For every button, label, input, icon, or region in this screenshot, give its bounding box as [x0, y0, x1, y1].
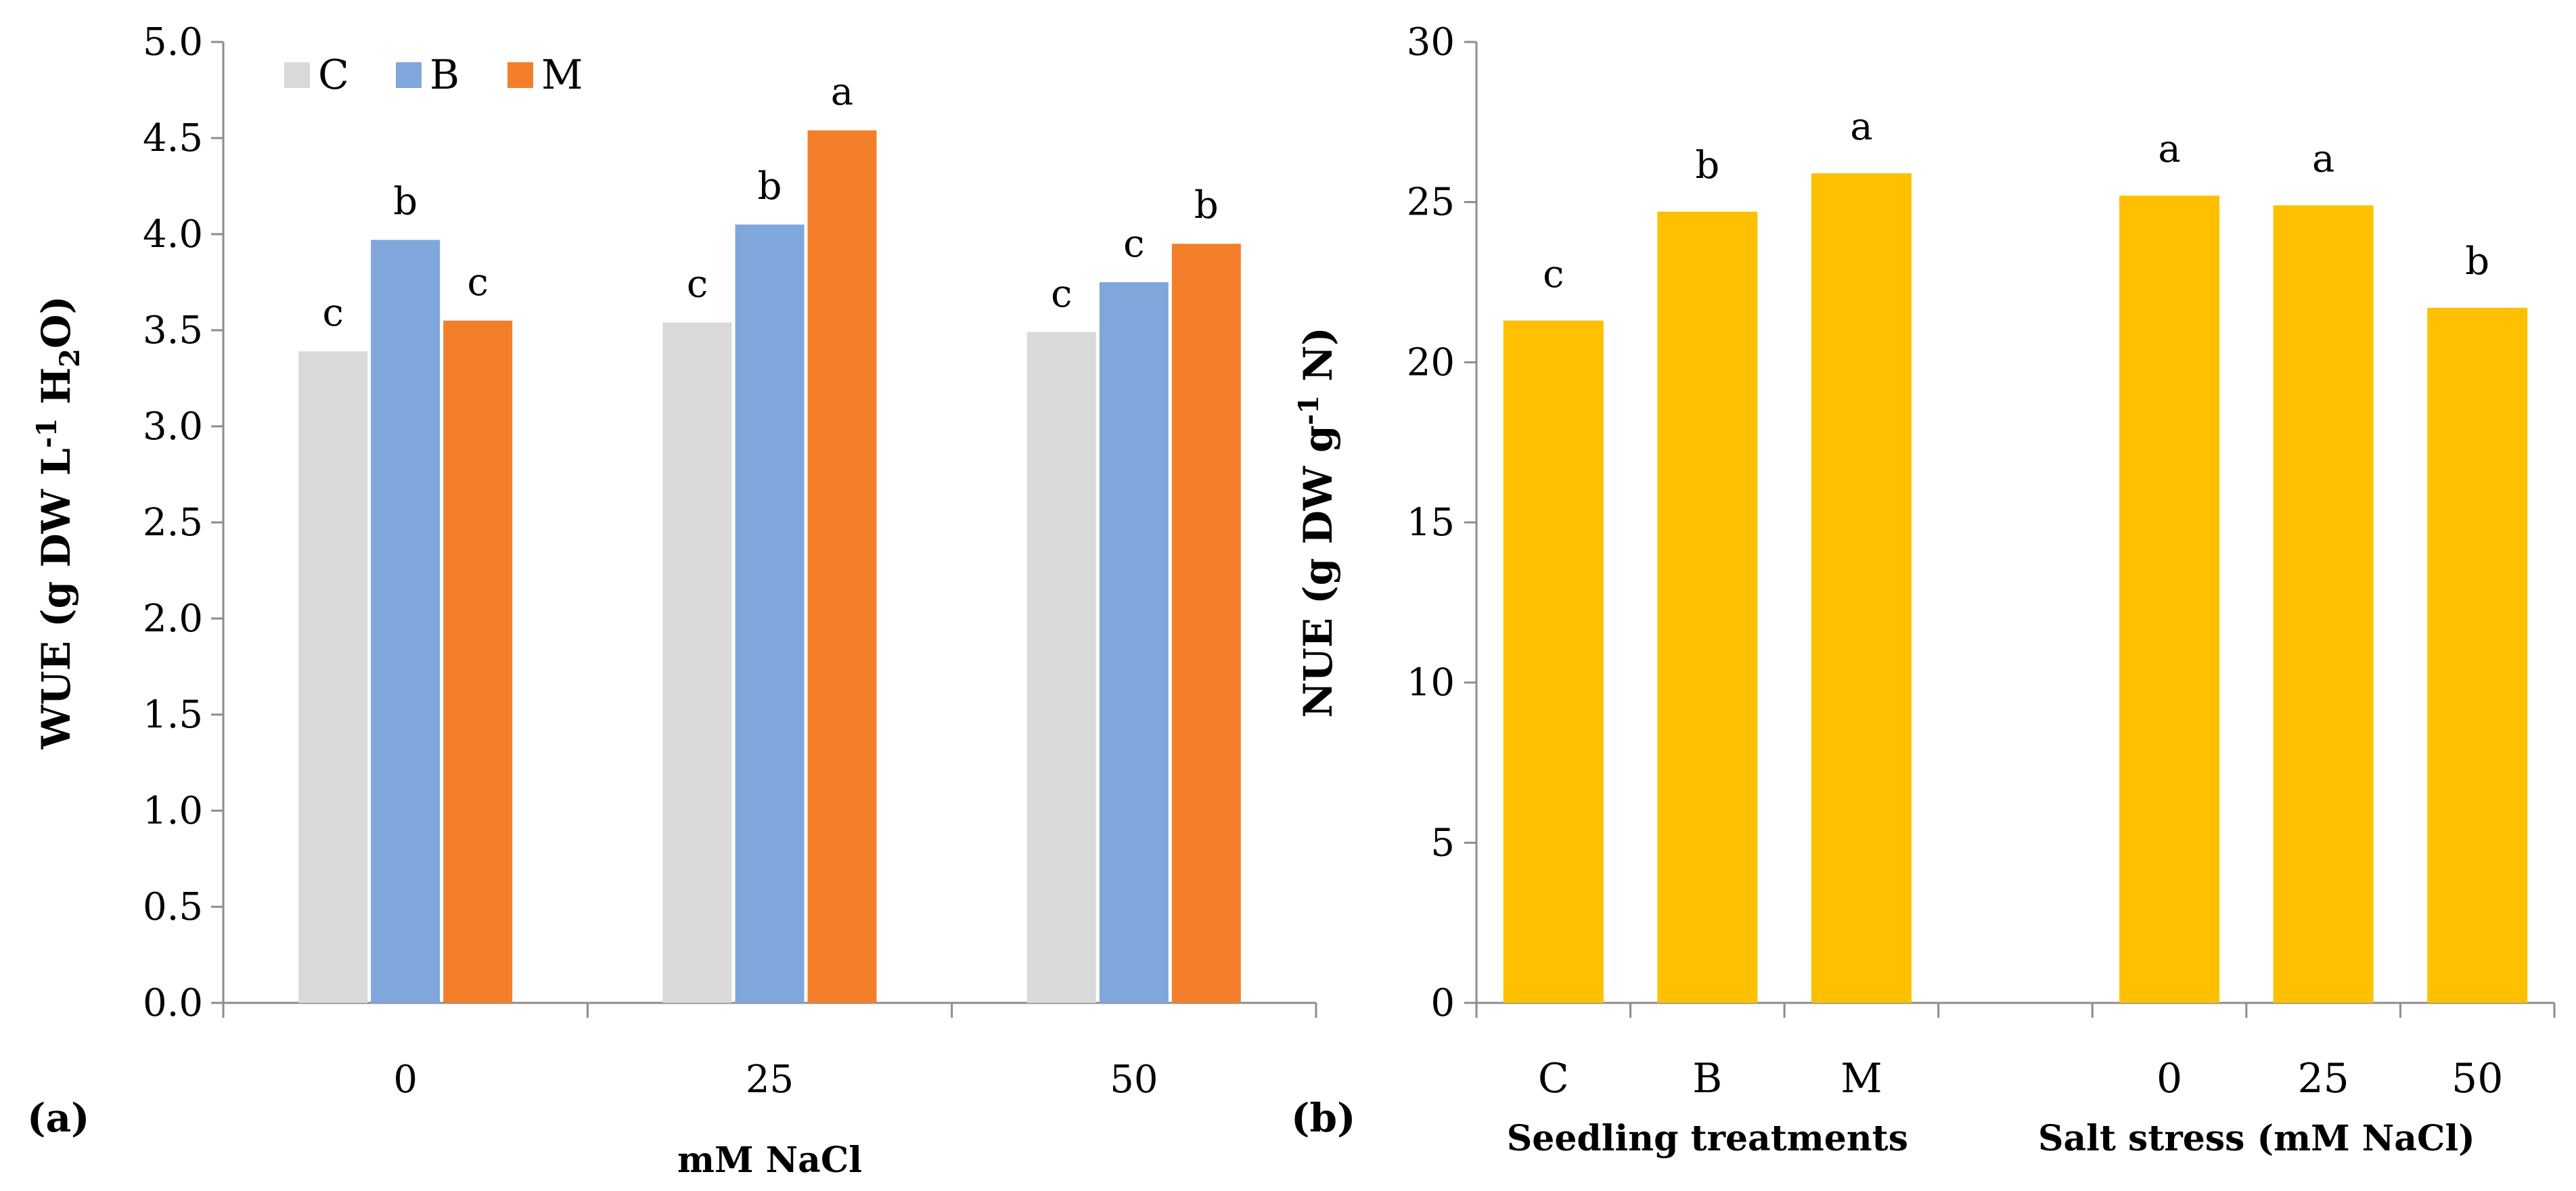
bar-25: [2273, 205, 2374, 1003]
y-axis-title: NUE (g DW g-1 N): [1293, 327, 1341, 717]
y-tick-label: 1.5: [143, 693, 203, 737]
y-axis-title-text: H: [33, 367, 79, 418]
x-group-label-seedling: Seedling treatments: [1507, 1118, 1908, 1159]
bar-0: [2119, 196, 2220, 1004]
significance-letter: a: [2158, 127, 2180, 171]
significance-letter: c: [322, 291, 343, 335]
y-axis-title-text: N): [1295, 327, 1341, 395]
legend-label: M: [541, 51, 583, 99]
significance-letter: c: [1543, 252, 1564, 296]
y-axis-title-text: NUE (g DW g: [1295, 425, 1341, 717]
bar-M-0: [443, 320, 513, 1003]
bar-M: [1811, 173, 1912, 1004]
y-axis-title-text: WUE (g DW L: [33, 448, 79, 750]
significance-letter: c: [1123, 222, 1144, 266]
x-tick-label: C: [1538, 1055, 1569, 1102]
x-tick-label: 50: [2451, 1055, 2503, 1102]
y-tick-label: 5: [1430, 821, 1455, 865]
bar-C-25: [662, 322, 732, 1003]
y-tick-label: 3.5: [143, 309, 203, 353]
x-tick-label: 25: [2297, 1055, 2349, 1102]
x-tick-label: 25: [746, 1058, 794, 1102]
y-axis-title-subscript: 2: [54, 349, 86, 367]
significance-letter: a: [1850, 105, 1872, 149]
y-axis-title: WUE (g DW L-1 H2O): [31, 296, 86, 750]
y-tick-label: 4.5: [143, 116, 203, 160]
significance-letter: b: [2465, 240, 2489, 284]
significance-letter: a: [2312, 137, 2334, 181]
significance-letter: c: [687, 263, 708, 307]
bar-C: [1503, 320, 1604, 1003]
panel-a-wue-chart: 0.0 0.5 1.0 1.5 2.0 2.5 3.0 3.5 4.0 4.5 5.0 c b c 0 c b a…: [27, 20, 1317, 1181]
y-tick-label: 0.5: [143, 885, 203, 929]
x-axis-title: mM NaCl: [677, 1140, 862, 1181]
y-axis-title-superscript: -1: [1293, 395, 1325, 425]
legend-swatch-M: [507, 62, 533, 88]
significance-letter: c: [1051, 272, 1072, 316]
y-tick-label: 0: [1430, 981, 1455, 1025]
bar-B-50: [1099, 282, 1169, 1003]
panel-b-nue-chart: 0 5 10 15 20 25 30 c Cb Ba Ma 0 a 25 b 50 Seedling treat…: [1291, 20, 2556, 1159]
x-tick-label: 0: [393, 1058, 417, 1102]
significance-letter: b: [758, 164, 782, 208]
panel-label: (a): [27, 1095, 89, 1141]
y-tick-label: 2.5: [143, 501, 203, 545]
bar-B-25: [735, 224, 805, 1003]
significance-letter: b: [393, 180, 417, 224]
y-tick-label: 30: [1407, 20, 1455, 64]
bar-B: [1657, 211, 1758, 1003]
y-tick-label: 4.0: [143, 212, 203, 256]
x-group-label-salt-stress: Salt stress (mM NaCl): [2038, 1118, 2475, 1159]
y-tick-label: 0.0: [143, 981, 203, 1025]
bar-B-0: [371, 240, 440, 1003]
x-tick-label: 0: [2156, 1055, 2182, 1102]
legend-swatch-B: [396, 62, 422, 88]
y-tick-label: 3.0: [143, 405, 203, 449]
y-tick-label: 15: [1407, 501, 1455, 545]
significance-letter: b: [1194, 183, 1219, 227]
panel-label: (b): [1291, 1095, 1355, 1141]
bar-M-50: [1171, 244, 1241, 1004]
y-tick-label: 25: [1407, 181, 1455, 225]
legend-label: B: [430, 51, 459, 99]
legend-swatch-C: [284, 62, 310, 88]
significance-letter: b: [1695, 143, 1719, 187]
x-tick-label: 50: [1110, 1058, 1158, 1102]
y-tick-label: 2.0: [143, 597, 203, 641]
legend-label: C: [318, 51, 349, 99]
significance-letter: c: [467, 261, 488, 305]
bar-C-50: [1026, 332, 1096, 1004]
significance-letter: a: [831, 70, 853, 114]
bar-M-25: [807, 130, 877, 1003]
y-tick-label: 10: [1407, 661, 1455, 705]
y-axis-title-text: O): [33, 296, 79, 349]
bar-C-0: [298, 351, 368, 1003]
y-tick-label: 1.0: [143, 789, 203, 833]
x-tick-label: B: [1692, 1055, 1722, 1102]
x-tick-label: M: [1840, 1055, 1882, 1102]
bar-50: [2427, 307, 2528, 1003]
y-tick-label: 20: [1407, 340, 1455, 384]
y-tick-label: 5.0: [143, 20, 203, 64]
y-axis-title-superscript: -1: [31, 418, 63, 448]
